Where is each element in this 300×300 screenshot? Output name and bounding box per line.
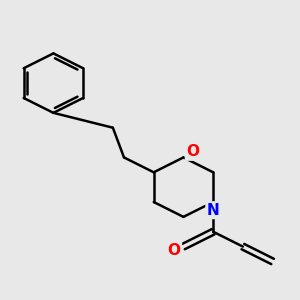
Text: N: N — [207, 203, 220, 218]
Text: O: O — [168, 243, 181, 258]
Text: O: O — [186, 144, 199, 159]
